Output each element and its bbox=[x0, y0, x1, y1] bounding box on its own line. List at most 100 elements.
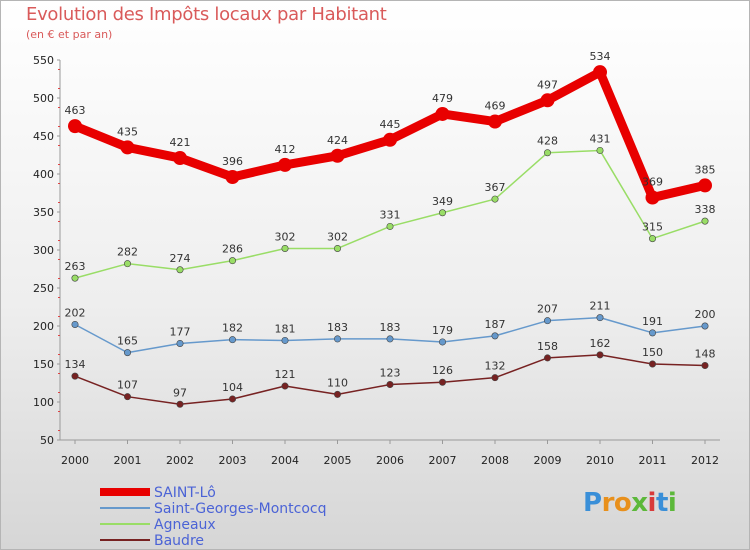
data-point bbox=[278, 157, 292, 172]
data-label: 207 bbox=[537, 303, 558, 316]
data-point bbox=[225, 170, 240, 185]
data-label: 349 bbox=[432, 195, 453, 208]
data-point bbox=[648, 329, 656, 337]
data-label: 534 bbox=[590, 50, 611, 63]
data-label: 121 bbox=[275, 368, 296, 381]
data-point bbox=[383, 132, 397, 147]
data-point bbox=[645, 190, 660, 205]
x-tick-label: 2007 bbox=[429, 454, 457, 467]
y-tick-label: 350 bbox=[33, 206, 54, 219]
data-point bbox=[648, 235, 656, 243]
data-label: 200 bbox=[695, 308, 716, 321]
data-point bbox=[281, 336, 289, 344]
chart-subtitle: (en € et par an) bbox=[26, 28, 113, 41]
logo-letter: i bbox=[647, 488, 657, 518]
x-tick-label: 2006 bbox=[376, 454, 404, 467]
data-label: 445 bbox=[380, 118, 401, 131]
data-label: 132 bbox=[485, 360, 506, 373]
legend-label: Baudre bbox=[154, 533, 204, 549]
data-point bbox=[124, 393, 132, 401]
data-label: 412 bbox=[275, 143, 296, 156]
data-label: 338 bbox=[695, 203, 716, 216]
data-point bbox=[71, 274, 79, 282]
data-point bbox=[124, 349, 132, 357]
y-tick-label: 500 bbox=[33, 92, 54, 105]
data-point bbox=[593, 65, 607, 80]
data-point bbox=[386, 335, 394, 343]
data-point bbox=[438, 209, 446, 217]
data-point bbox=[648, 360, 656, 368]
data-label: 126 bbox=[432, 364, 453, 377]
y-tick-label: 200 bbox=[33, 320, 54, 333]
data-point bbox=[333, 335, 341, 343]
data-label: 182 bbox=[222, 322, 243, 335]
data-point bbox=[438, 378, 446, 386]
data-label: 463 bbox=[65, 104, 86, 117]
legend-label: Saint-Georges-Montcocq bbox=[154, 501, 327, 517]
data-label: 315 bbox=[642, 221, 663, 234]
data-label: 97 bbox=[173, 386, 187, 399]
x-tick-label: 2003 bbox=[219, 454, 247, 467]
data-point bbox=[176, 266, 184, 274]
data-label: 165 bbox=[117, 335, 138, 348]
logo-letter: r bbox=[601, 488, 615, 518]
data-label: 479 bbox=[432, 92, 453, 105]
y-tick-label: 400 bbox=[33, 168, 54, 181]
data-label: 183 bbox=[327, 321, 348, 334]
data-point bbox=[176, 400, 184, 408]
data-label: 148 bbox=[695, 348, 716, 361]
x-tick-label: 2004 bbox=[271, 454, 299, 467]
data-point bbox=[281, 244, 289, 252]
data-point bbox=[281, 382, 289, 390]
data-label: 104 bbox=[222, 381, 243, 394]
data-label: 302 bbox=[275, 230, 296, 243]
data-label: 421 bbox=[170, 136, 191, 149]
data-point bbox=[543, 149, 551, 157]
data-label: 110 bbox=[327, 376, 348, 389]
data-label: 134 bbox=[65, 358, 86, 371]
data-point bbox=[330, 148, 345, 163]
data-label: 286 bbox=[222, 243, 243, 256]
data-label: 150 bbox=[642, 346, 663, 359]
data-point bbox=[176, 339, 184, 347]
data-point bbox=[701, 322, 709, 330]
y-tick-label: 50 bbox=[40, 434, 54, 447]
data-point bbox=[173, 151, 187, 166]
series-line bbox=[74, 354, 706, 406]
data-label: 263 bbox=[65, 260, 86, 273]
data-point bbox=[71, 372, 79, 380]
y-tick-label: 250 bbox=[33, 282, 54, 295]
x-tick-label: 2005 bbox=[324, 454, 352, 467]
data-point bbox=[488, 114, 502, 129]
data-label: 385 bbox=[695, 163, 716, 176]
x-tick-label: 2008 bbox=[481, 454, 509, 467]
x-tick-label: 2001 bbox=[114, 454, 142, 467]
data-label: 107 bbox=[117, 379, 138, 392]
logo-letter: P bbox=[583, 488, 602, 518]
data-label: 179 bbox=[432, 324, 453, 337]
data-point bbox=[491, 332, 499, 340]
proxiti-logo: Proxiti bbox=[583, 488, 677, 518]
legend-label: SAINT-Lô bbox=[154, 485, 216, 501]
y-tick-label: 450 bbox=[33, 130, 54, 143]
data-point bbox=[438, 338, 446, 346]
x-tick-label: 2010 bbox=[586, 454, 614, 467]
data-label: 187 bbox=[485, 318, 506, 331]
data-point bbox=[701, 217, 709, 225]
data-point bbox=[124, 260, 132, 268]
data-label: 202 bbox=[65, 306, 86, 319]
data-label: 274 bbox=[170, 252, 191, 265]
data-point bbox=[333, 390, 341, 398]
data-point bbox=[229, 257, 237, 265]
logo-letter: x bbox=[631, 488, 648, 518]
data-point bbox=[491, 374, 499, 382]
data-point bbox=[543, 354, 551, 362]
data-point bbox=[596, 351, 604, 359]
data-point bbox=[543, 317, 551, 325]
data-point bbox=[120, 140, 135, 155]
data-point bbox=[386, 381, 394, 389]
y-tick-label: 150 bbox=[33, 358, 54, 371]
x-tick-label: 2002 bbox=[166, 454, 194, 467]
